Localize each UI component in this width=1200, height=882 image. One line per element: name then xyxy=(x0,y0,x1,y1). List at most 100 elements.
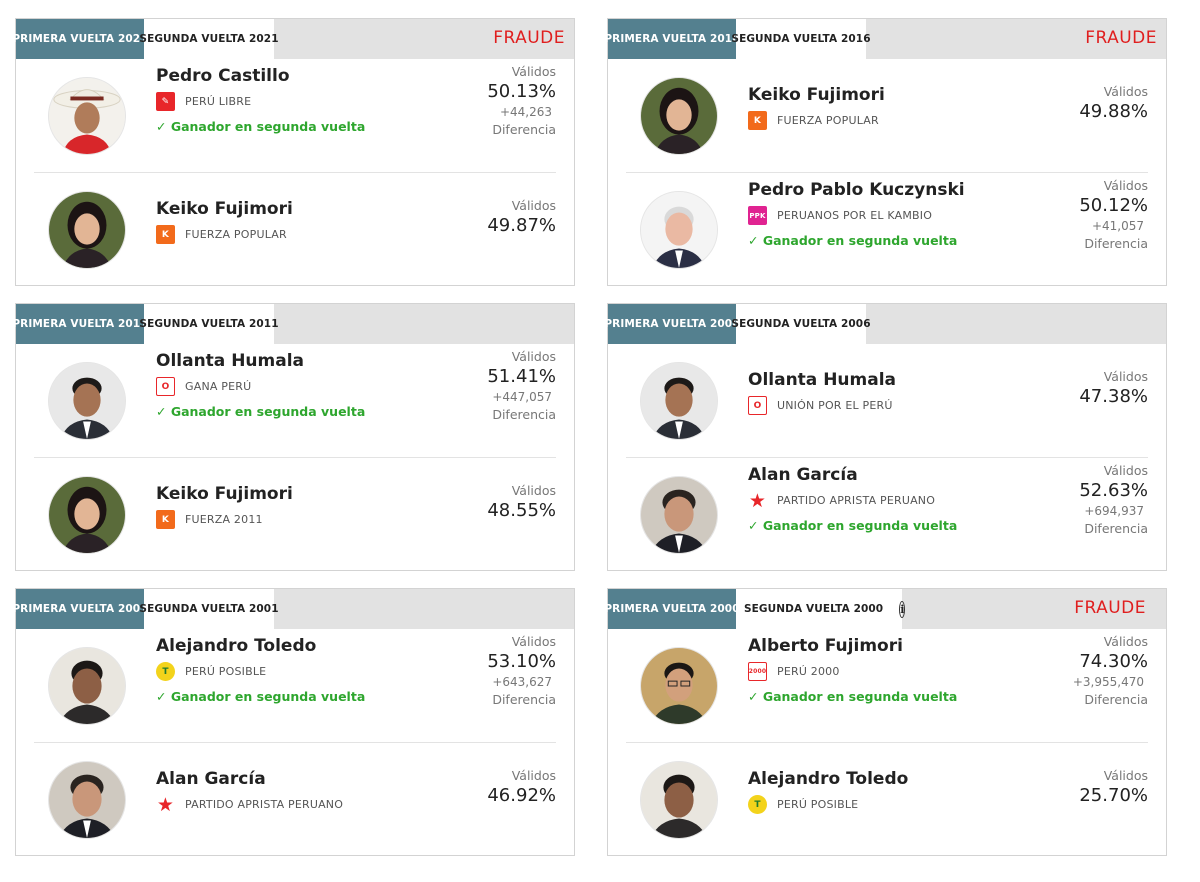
party-name: UNIÓN POR EL PERÚ xyxy=(777,399,893,412)
tab-segunda-vuelta-2021[interactable]: SEGUNDA VUELTA 2021 xyxy=(139,19,279,59)
vote-percentage: 51.41% xyxy=(487,366,556,387)
party-name: FUERZA POPULAR xyxy=(185,228,287,241)
fraude-label: FRAUDE xyxy=(1085,28,1157,48)
tab-primera-vuelta-2006[interactable]: PRIMERA VUELTA 2006 xyxy=(604,304,740,344)
vote-stats: Válidos 51.41% +447,057 Diferencia xyxy=(436,349,556,422)
vote-stats: Válidos 49.87% xyxy=(436,198,556,236)
candidate-row: Alejandro Toledo T PERÚ POSIBLE Válidos … xyxy=(626,743,1148,857)
candidate-row: Pedro Pablo Kuczynski PPK PERUANOS POR E… xyxy=(626,173,1148,287)
party-name: PERÚ LIBRE xyxy=(185,95,252,108)
party-name: PARTIDO APRISTA PERUANO xyxy=(777,494,936,507)
vote-percentage: 46.92% xyxy=(487,785,556,806)
tab-segunda-vuelta-2000[interactable]: SEGUNDA VUELTA 2000 i xyxy=(736,589,906,629)
candidate-name: Pedro Pablo Kuczynski xyxy=(748,180,965,200)
winner-badge: ✓ Ganador en segunda vuelta xyxy=(748,233,958,248)
info-icon[interactable]: i xyxy=(899,600,906,618)
valid-label: Válidos xyxy=(1103,768,1148,783)
vote-stats: Válidos 50.13% +44,263 Diferencia xyxy=(436,64,556,137)
candidate-name: Ollanta Humala xyxy=(156,351,305,371)
difference-label: Diferencia xyxy=(492,692,556,707)
avatar-ollanta-humala xyxy=(640,362,718,440)
card-header: PRIMERA VUELTA 2006 SEGUNDA VUELTA 2006 xyxy=(604,304,1166,344)
fraude-label: FRAUDE xyxy=(1074,598,1146,618)
winner-badge: ✓ Ganador en segunda vuelta xyxy=(156,689,366,704)
candidate-row: Keiko Fujimori K FUERZA POPULAR Válidos … xyxy=(34,173,556,287)
vote-percentage: 50.13% xyxy=(487,81,556,102)
party-line: ✎ PERÚ LIBRE xyxy=(156,92,251,111)
candidate-row: Alberto Fujimori 2000 PERÚ 2000 ✓ Ganado… xyxy=(626,629,1148,743)
vote-difference: +3,955,470 xyxy=(1072,675,1144,689)
difference-label: Diferencia xyxy=(492,122,556,137)
valid-label: Válidos xyxy=(511,198,556,213)
candidate-row: Alan García ★ PARTIDO APRISTA PERUANO Vá… xyxy=(34,743,556,857)
candidate-row: Alejandro Toledo T PERÚ POSIBLE ✓ Ganado… xyxy=(34,629,556,743)
peru-posible-icon: T xyxy=(156,662,175,681)
avatar-pedro-pablo-kuczynski xyxy=(640,191,718,269)
party-name: PARTIDO APRISTA PERUANO xyxy=(185,798,344,811)
party-name: PERÚ POSIBLE xyxy=(185,665,267,678)
card-header: PRIMERA VUELTA 2016 SEGUNDA VUELTA 2016 … xyxy=(604,19,1166,59)
avatar-alberto-fujimori xyxy=(640,647,718,725)
difference-label: Diferencia xyxy=(1084,521,1148,536)
tab-primera-vuelta-2021[interactable]: PRIMERA VUELTA 2021 xyxy=(12,19,148,59)
vote-stats: Válidos 47.38% xyxy=(1028,369,1148,407)
party-line: O UNIÓN POR EL PERÚ xyxy=(748,396,893,415)
vote-percentage: 48.55% xyxy=(487,500,556,521)
party-line: T PERÚ POSIBLE xyxy=(156,662,266,681)
candidate-row: Keiko Fujimori K FUERZA POPULAR Válidos … xyxy=(626,59,1148,173)
candidate-name: Ollanta Humala xyxy=(748,370,897,390)
valid-label: Válidos xyxy=(511,634,556,649)
avatar-keiko-fujimori xyxy=(640,77,718,155)
vote-stats: Válidos 53.10% +643,627 Diferencia xyxy=(436,634,556,707)
party-line: T PERÚ POSIBLE xyxy=(748,795,858,814)
apra-star-icon: ★ xyxy=(748,489,767,512)
difference-label: Diferencia xyxy=(492,407,556,422)
vote-stats: Válidos 48.55% xyxy=(436,483,556,521)
ppk-icon: PPK xyxy=(748,206,767,225)
election-card-2021: PRIMERA VUELTA 2021 SEGUNDA VUELTA 2021 … xyxy=(12,18,575,287)
avatar-alan-garcia xyxy=(48,761,126,839)
tab-segunda-vuelta-2001[interactable]: SEGUNDA VUELTA 2001 xyxy=(139,589,279,629)
candidate-row: Ollanta Humala O UNIÓN POR EL PERÚ Válid… xyxy=(626,344,1148,458)
party-line: 2000 PERÚ 2000 xyxy=(748,662,840,681)
candidate-name: Alan García xyxy=(156,769,266,789)
candidate-name: Alan García xyxy=(748,465,858,485)
candidate-row: Keiko Fujimori K FUERZA 2011 Válidos 48.… xyxy=(34,458,556,572)
tab-segunda-vuelta-2006[interactable]: SEGUNDA VUELTA 2006 xyxy=(731,304,871,344)
party-line: ★ PARTIDO APRISTA PERUANO xyxy=(156,794,344,816)
peru-posible-icon: T xyxy=(748,795,767,814)
card-header: PRIMERA VUELTA 2000 SEGUNDA VUELTA 2000 … xyxy=(604,589,1166,629)
fraude-label: FRAUDE xyxy=(493,28,565,48)
avatar-keiko-fujimori xyxy=(48,476,126,554)
tab-primera-vuelta-2000[interactable]: PRIMERA VUELTA 2000 xyxy=(604,589,740,629)
tab-primera-vuelta-2016[interactable]: PRIMERA VUELTA 2016 xyxy=(604,19,740,59)
vote-stats: Válidos 46.92% xyxy=(436,768,556,806)
peru-2000-icon: 2000 xyxy=(748,662,767,681)
election-card-2011: PRIMERA VUELTA 2011 SEGUNDA VUELTA 2011 … xyxy=(12,303,575,572)
tab-segunda-vuelta-2011[interactable]: SEGUNDA VUELTA 2011 xyxy=(139,304,279,344)
valid-label: Válidos xyxy=(511,483,556,498)
fuerza-popular-k-icon: K xyxy=(156,225,175,244)
vote-stats: Válidos 74.30% +3,955,470 Diferencia xyxy=(1028,634,1148,707)
party-line: K FUERZA POPULAR xyxy=(156,225,287,244)
candidate-row: Ollanta Humala O GANA PERÚ ✓ Ganador en … xyxy=(34,344,556,458)
difference-label: Diferencia xyxy=(1084,692,1148,707)
avatar-alan-garcia xyxy=(640,476,718,554)
candidate-name: Alejandro Toledo xyxy=(748,769,909,789)
party-name: PERÚ POSIBLE xyxy=(777,798,859,811)
candidate-row: Pedro Castillo ✎ PERÚ LIBRE ✓ Ganador en… xyxy=(34,59,556,173)
tab-segunda-vuelta-2016[interactable]: SEGUNDA VUELTA 2016 xyxy=(731,19,871,59)
party-line: K FUERZA 2011 xyxy=(156,510,263,529)
vote-percentage: 74.30% xyxy=(1079,651,1148,672)
tab-primera-vuelta-2011[interactable]: PRIMERA VUELTA 2011 xyxy=(12,304,148,344)
election-card-2016: PRIMERA VUELTA 2016 SEGUNDA VUELTA 2016 … xyxy=(604,18,1167,287)
tab-primera-vuelta-2001[interactable]: PRIMERA VUELTA 2001 xyxy=(12,589,148,629)
valid-label: Válidos xyxy=(1103,369,1148,384)
vote-difference: +447,057 xyxy=(492,390,552,404)
party-name: PERÚ 2000 xyxy=(777,665,840,678)
fuerza-popular-k-icon: K xyxy=(748,111,767,130)
peru-libre-pencil-icon: ✎ xyxy=(156,92,175,111)
valid-label: Válidos xyxy=(511,349,556,364)
election-card-2006: PRIMERA VUELTA 2006 SEGUNDA VUELTA 2006 … xyxy=(604,303,1167,571)
avatar-alejandro-toledo xyxy=(640,761,718,839)
